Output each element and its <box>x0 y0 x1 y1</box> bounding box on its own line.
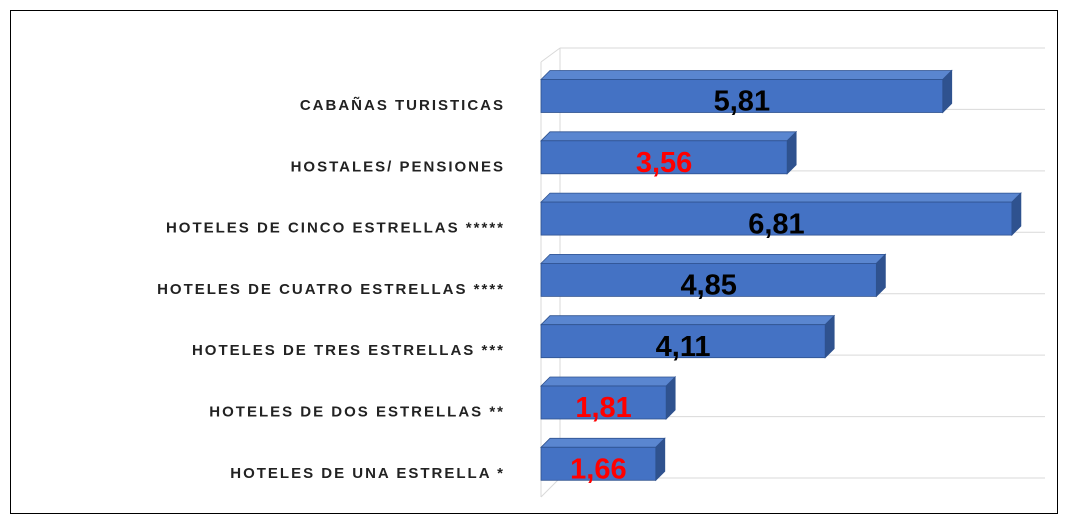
bar <box>540 79 944 113</box>
value-label: 4,85 <box>680 270 736 302</box>
value-label: 5,81 <box>714 86 770 118</box>
value-label: 1,66 <box>570 453 626 485</box>
bar-top <box>540 131 798 142</box>
y-tick-label: HOTELES DE CUATRO ESTRELLAS **** <box>157 281 505 298</box>
bar <box>540 446 657 481</box>
bar-top <box>540 437 666 448</box>
y-tick-label: HOTELES DE CINCO ESTRELLAS ***** <box>166 220 505 237</box>
value-label: 1,81 <box>575 392 631 424</box>
y-tick-label: CABAÑAS TURISTICAS <box>300 96 505 114</box>
y-tick-label: HOTELES DE TRES ESTRELLAS *** <box>192 342 505 359</box>
y-tick-label: HOTELES DE UNA ESTRELLA * <box>230 465 505 482</box>
value-label: 3,56 <box>636 147 692 179</box>
bar <box>540 324 826 359</box>
bar-top <box>540 376 677 387</box>
bar <box>540 385 667 420</box>
floor-edge <box>540 477 561 498</box>
value-label: 6,81 <box>748 208 804 240</box>
bar <box>540 140 788 175</box>
bar-top <box>540 70 953 80</box>
bar <box>540 262 877 297</box>
value-label: 4,11 <box>656 331 711 363</box>
bar-top <box>540 253 887 264</box>
bar <box>540 201 1013 236</box>
bar-top <box>540 315 836 326</box>
side-wall <box>540 47 561 63</box>
y-tick-label: HOTELES DE DOS ESTRELLAS ** <box>209 403 505 420</box>
bar-top <box>540 192 1022 203</box>
y-tick-label: HOSTALES/ PENSIONES <box>291 158 505 175</box>
